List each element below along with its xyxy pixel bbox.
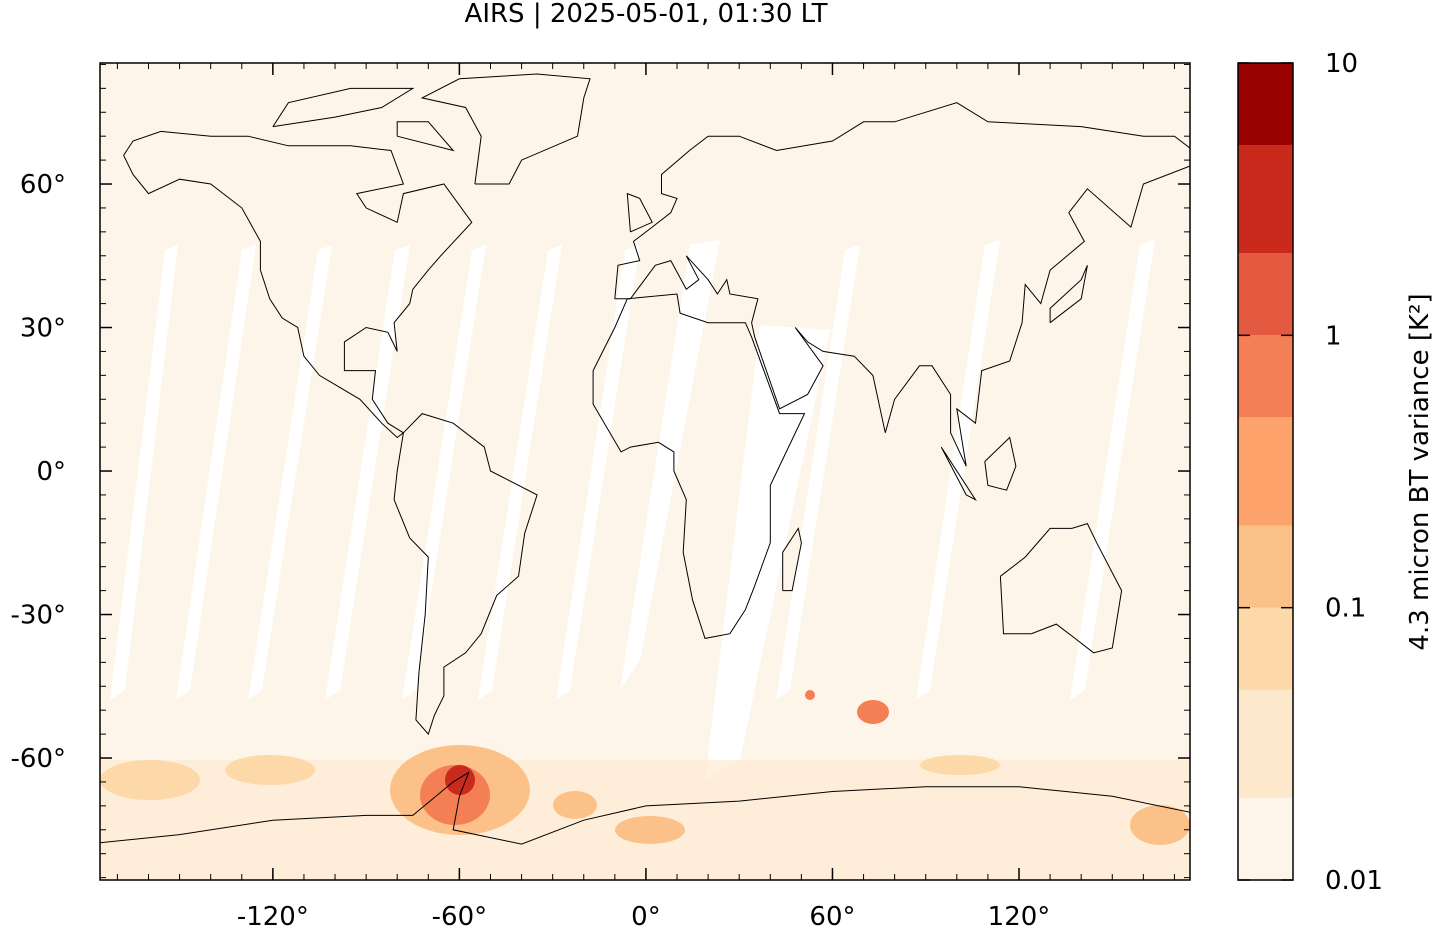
colorbar-band bbox=[1238, 689, 1293, 799]
swath-gap bbox=[176, 245, 256, 700]
colorbar-band bbox=[1238, 335, 1293, 418]
x-tick-label: 0° bbox=[631, 902, 661, 930]
colorbar-band bbox=[1238, 253, 1293, 336]
swath-gap bbox=[1070, 240, 1155, 700]
coastline bbox=[984, 436, 1017, 491]
colorbar-tick-label: 0.01 bbox=[1325, 866, 1383, 896]
colorbar-tick-label: 0.1 bbox=[1325, 594, 1366, 624]
colorbar-tick-label: 1 bbox=[1325, 321, 1342, 351]
coastline bbox=[592, 293, 806, 639]
coastline bbox=[393, 413, 538, 736]
swath-gaps bbox=[110, 240, 1155, 780]
swath-gap bbox=[478, 245, 562, 700]
colorbar: 0.01 0.1 1 10 bbox=[1237, 49, 1383, 896]
colorbar-band bbox=[1238, 798, 1293, 880]
coastline bbox=[940, 446, 977, 502]
patch bbox=[1130, 805, 1190, 845]
x-tick-label: -120° bbox=[237, 902, 309, 930]
y-tick-label: 60° bbox=[20, 170, 66, 200]
colorbar-band bbox=[1238, 144, 1293, 254]
axes: -120° -60° 0° 60° 120° -60° -30° 0° 30° 60° bbox=[11, 63, 1190, 930]
swath-gap bbox=[325, 245, 410, 700]
coastline bbox=[396, 121, 455, 152]
patch bbox=[857, 700, 889, 724]
coastline bbox=[614, 102, 1190, 467]
coastline bbox=[420, 73, 591, 185]
coastline bbox=[782, 527, 802, 592]
x-tick-label: -60° bbox=[432, 902, 487, 930]
swath-gap bbox=[248, 245, 332, 700]
swath-gap bbox=[776, 245, 860, 700]
patch bbox=[225, 755, 315, 785]
coastline bbox=[100, 771, 1190, 845]
swath-gap bbox=[620, 240, 720, 690]
patch bbox=[920, 755, 1000, 775]
colorbar-band bbox=[1238, 417, 1293, 526]
patch bbox=[553, 791, 597, 819]
swath-gap bbox=[916, 240, 1000, 700]
patch bbox=[615, 816, 685, 844]
chart-title: AIRS | 2025-05-01, 01:30 LT bbox=[465, 0, 828, 29]
patch bbox=[805, 690, 815, 700]
swath-gap bbox=[556, 245, 640, 700]
y-tick-label: -60° bbox=[11, 744, 66, 774]
patch bbox=[445, 765, 475, 795]
colorbar-band bbox=[1238, 63, 1293, 145]
colorbar-band bbox=[1238, 607, 1293, 690]
swath-gap bbox=[110, 245, 178, 700]
coastline bbox=[999, 522, 1123, 654]
x-tick-label: 60° bbox=[809, 902, 855, 930]
y-tick-label: 30° bbox=[20, 314, 66, 344]
field-background bbox=[100, 63, 1190, 880]
patch bbox=[100, 760, 200, 800]
coastline bbox=[626, 192, 653, 233]
coastline bbox=[272, 87, 415, 128]
colorbar-band bbox=[1238, 525, 1293, 608]
colorbar-frame bbox=[1237, 62, 1294, 881]
colorbar-label: 4.3 micron BT variance [K²] bbox=[1405, 293, 1435, 650]
coastline bbox=[1049, 265, 1088, 324]
y-tick-label: 0° bbox=[36, 457, 66, 487]
x-tick-label: 120° bbox=[988, 902, 1051, 930]
colorbar-tick-label: 10 bbox=[1325, 49, 1358, 79]
coastlines bbox=[100, 73, 1190, 845]
swath-gap bbox=[705, 325, 830, 780]
coastline bbox=[123, 130, 473, 439]
y-tick-label: -30° bbox=[11, 601, 66, 631]
swath-gap bbox=[402, 245, 486, 700]
